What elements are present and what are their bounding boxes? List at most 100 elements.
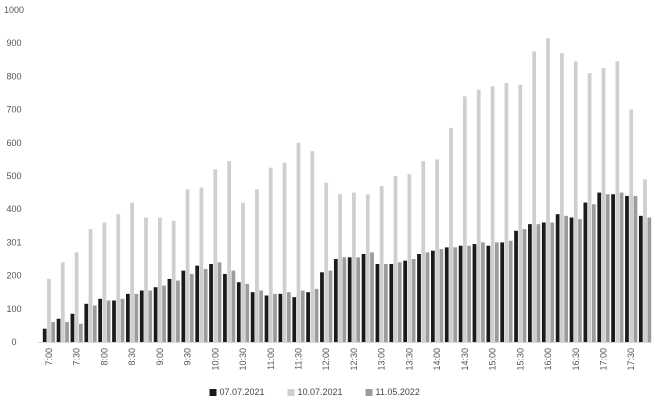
- x-tick-label: 9:30: [183, 348, 193, 366]
- bar: [541, 222, 546, 342]
- y-tick-label: 900: [6, 38, 21, 48]
- bar: [583, 202, 588, 342]
- y-tick-label: 600: [6, 138, 21, 148]
- bar: [286, 292, 291, 342]
- bar: [417, 254, 421, 342]
- bar: [444, 247, 449, 342]
- bar: [352, 192, 356, 342]
- bar: [569, 217, 574, 342]
- bar: [102, 222, 107, 342]
- bar: [47, 278, 51, 342]
- bar: [564, 215, 569, 342]
- y-tick-label: 700: [6, 105, 21, 115]
- bar: [171, 220, 176, 342]
- x-tick-label: 9:00: [155, 348, 165, 366]
- x-tick-label: 17:00: [598, 348, 608, 371]
- bar: [403, 260, 408, 342]
- x-tick-label: 14:30: [460, 348, 470, 371]
- bar: [633, 195, 638, 342]
- bar: [439, 249, 444, 342]
- bar: [185, 189, 190, 342]
- y-tick-label: 301: [6, 237, 21, 247]
- bar: [625, 195, 629, 342]
- y-tick-label: 100: [6, 304, 21, 314]
- bar: [241, 202, 245, 342]
- y-tick-label: 200: [6, 271, 21, 281]
- bar: [619, 192, 624, 342]
- bar: [120, 298, 125, 342]
- bar: [490, 86, 495, 342]
- x-tick-label: 13:00: [377, 348, 387, 371]
- bar: [328, 270, 333, 342]
- bar: [508, 240, 513, 342]
- bar: [494, 242, 499, 342]
- bar: [296, 142, 301, 342]
- bar: [365, 194, 370, 342]
- bar: [605, 194, 610, 342]
- bar: [144, 217, 148, 342]
- x-tick-label: 10:30: [238, 348, 248, 371]
- bar: [555, 214, 560, 342]
- bar: [167, 278, 172, 342]
- bar: [449, 127, 453, 342]
- x-tick-label: 10:00: [210, 348, 220, 371]
- bar: [209, 263, 213, 342]
- bar: [106, 300, 111, 342]
- bar: [98, 298, 103, 342]
- bar: [250, 292, 255, 342]
- bar: [70, 313, 75, 342]
- bar: [421, 161, 426, 342]
- bar: [342, 257, 347, 342]
- bar: [462, 96, 467, 342]
- bar: [476, 89, 481, 343]
- bar: [268, 167, 273, 342]
- bar: [393, 176, 398, 342]
- bar: [514, 230, 518, 342]
- bar: [615, 61, 620, 343]
- bar: [379, 185, 384, 342]
- bar: [370, 252, 374, 342]
- bar: [306, 292, 310, 342]
- bar: [647, 217, 652, 342]
- bar: [203, 268, 208, 342]
- bar: [518, 84, 523, 342]
- bar: [227, 161, 232, 342]
- bar: [522, 229, 527, 342]
- legend-label: 07.07.2021: [220, 387, 265, 397]
- bar: [130, 202, 134, 342]
- bar: [176, 280, 180, 342]
- bar: [375, 263, 380, 342]
- bar: [84, 303, 89, 342]
- bar: [153, 287, 158, 342]
- bar: [389, 263, 394, 342]
- bar: [125, 293, 130, 342]
- bar: [611, 194, 615, 342]
- bar: [189, 273, 194, 342]
- bar: [236, 282, 241, 342]
- bar: [453, 247, 458, 342]
- bar: [397, 262, 402, 342]
- bar: [148, 290, 153, 342]
- bar: [231, 270, 236, 342]
- bar: [550, 222, 555, 342]
- bar: [139, 290, 144, 342]
- bar: [638, 215, 643, 342]
- bar: [116, 214, 121, 342]
- bar: [591, 204, 596, 342]
- bar: [356, 257, 361, 342]
- bar: [259, 290, 264, 342]
- bar: [292, 297, 297, 342]
- bar: [504, 83, 509, 342]
- legend-swatch: [287, 389, 295, 396]
- bar: [199, 187, 204, 342]
- bar: [273, 293, 277, 342]
- y-tick-label: 800: [6, 71, 21, 81]
- bar: [320, 272, 324, 342]
- x-tick-label: 7:00: [44, 348, 54, 366]
- legend: 07.07.2021 10.07.2021 11.05.2022: [209, 387, 420, 397]
- bar: [88, 229, 93, 342]
- y-tick-label: 500: [6, 171, 21, 181]
- bar: [338, 194, 342, 342]
- bar: [425, 252, 430, 342]
